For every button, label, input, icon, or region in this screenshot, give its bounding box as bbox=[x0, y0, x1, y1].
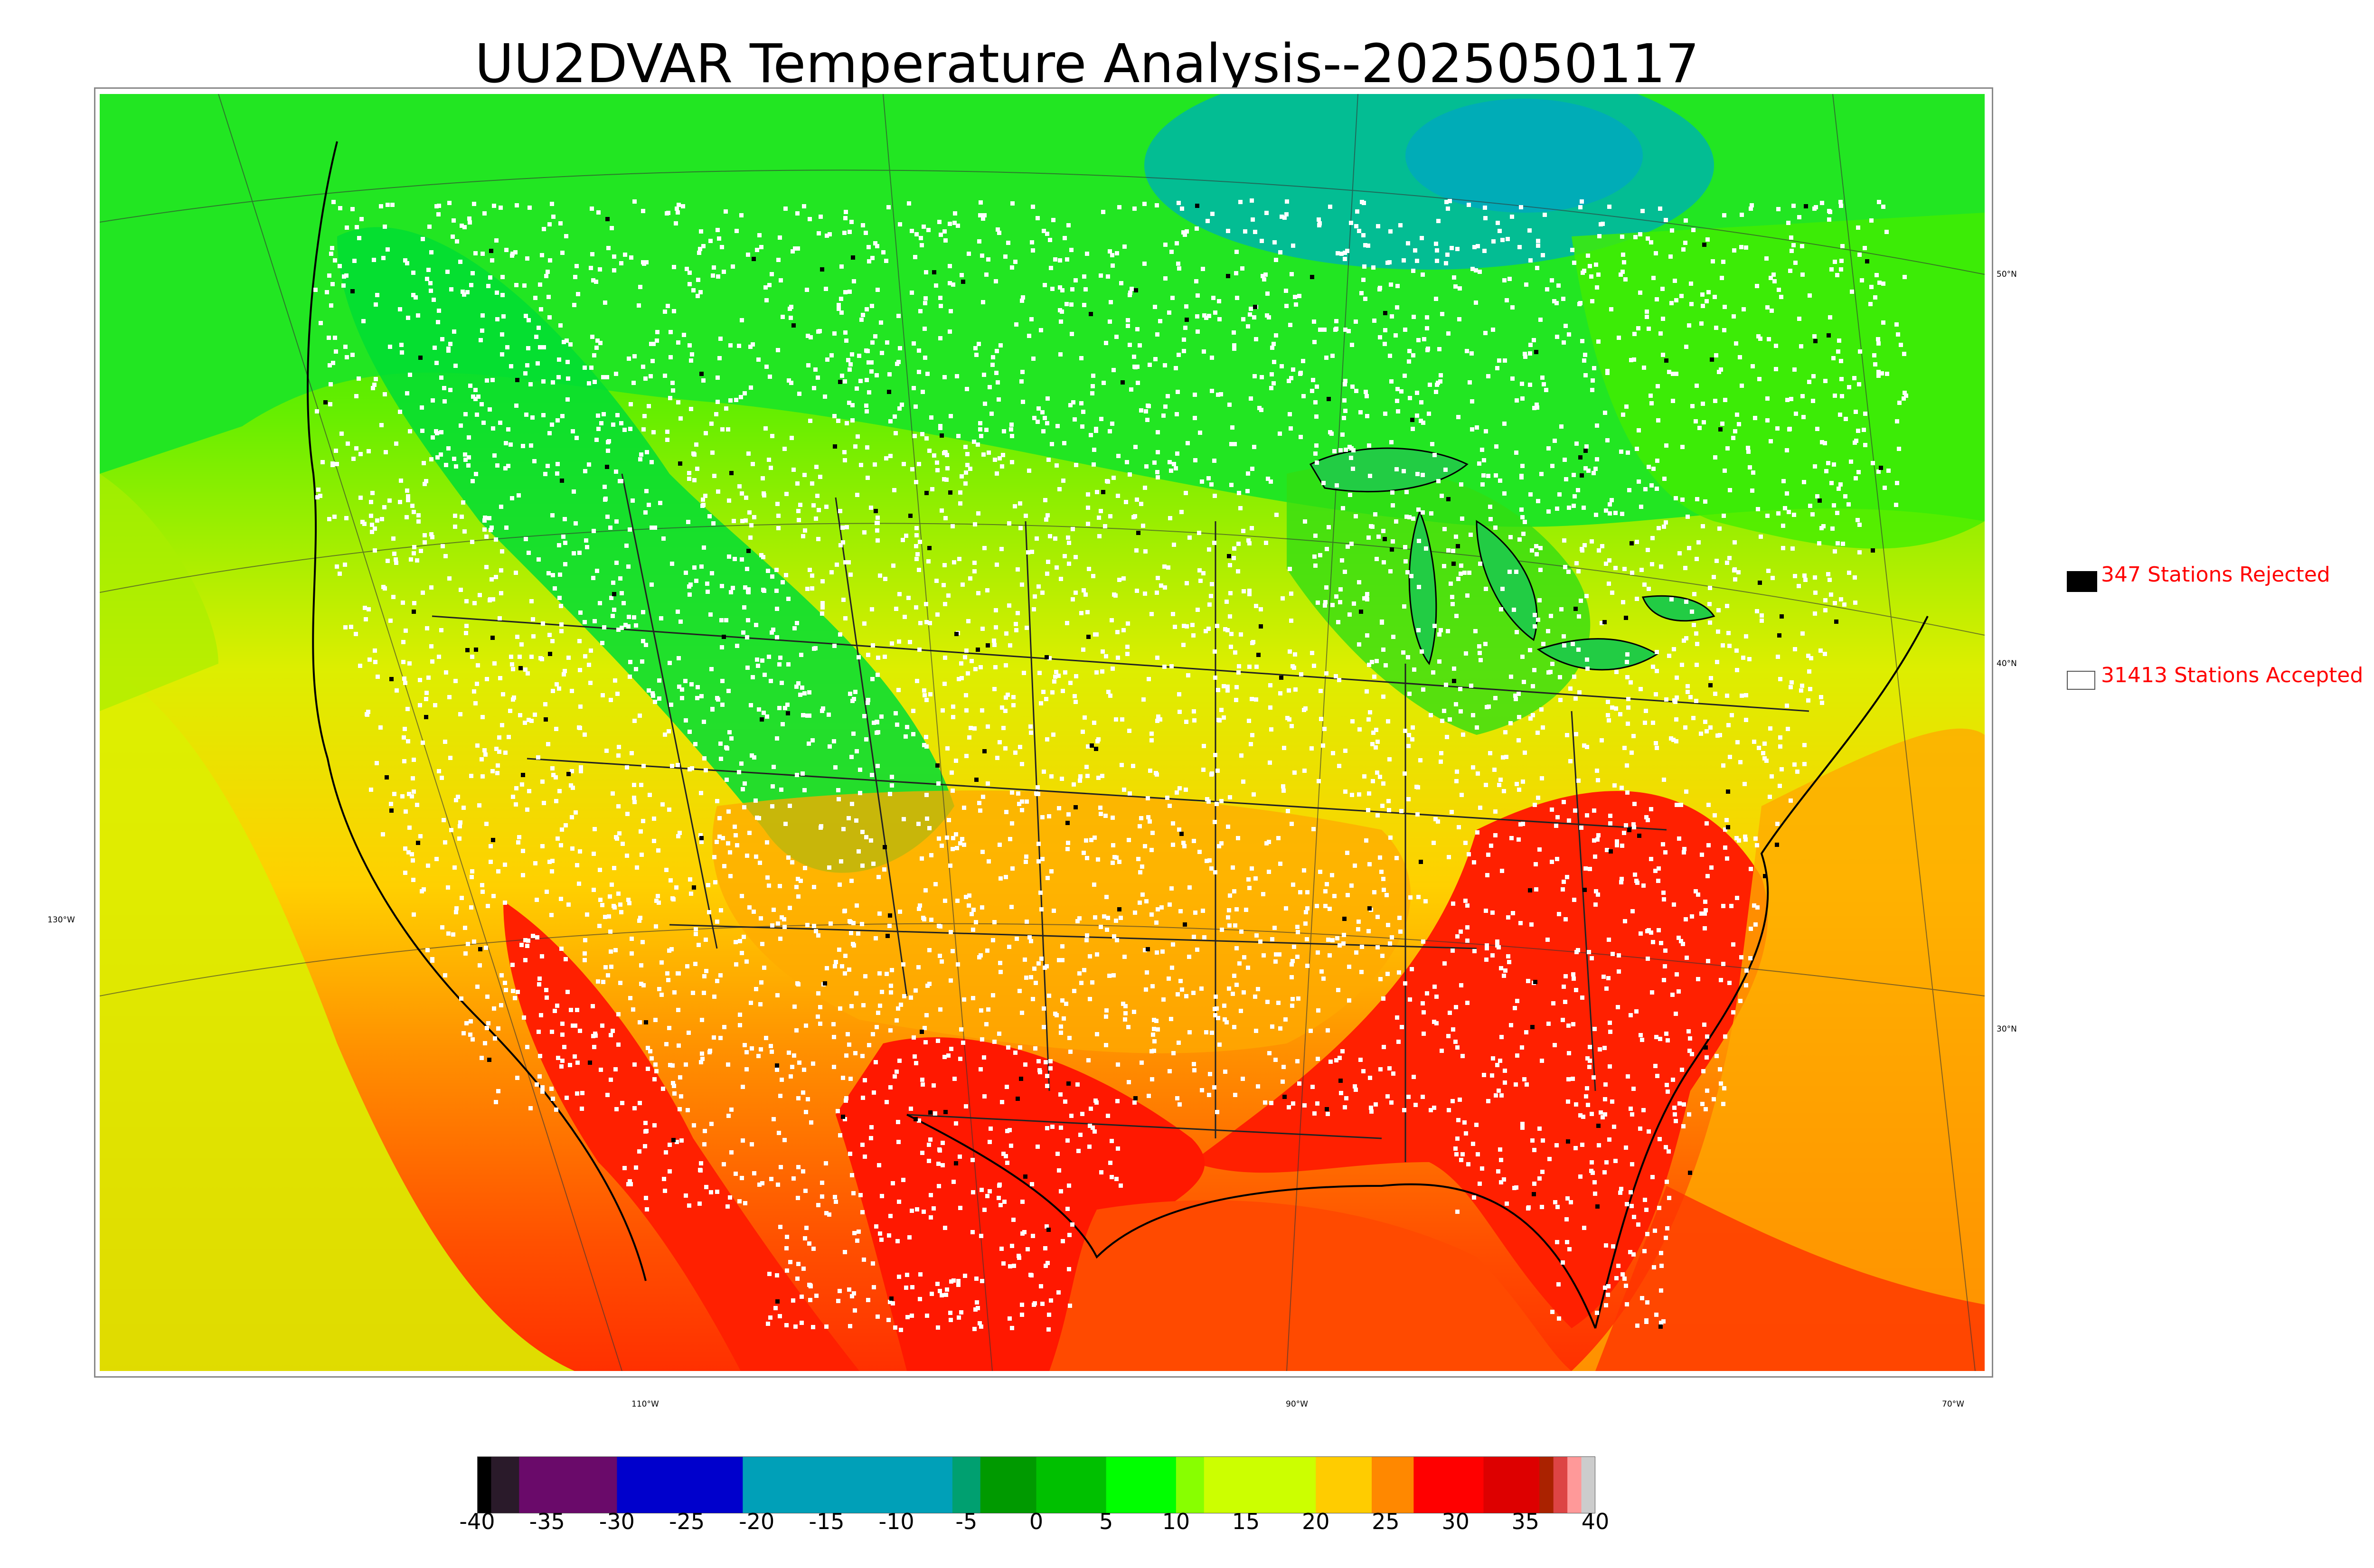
colorbar-segment bbox=[1204, 1456, 1316, 1513]
colorbar-tick-label: 15 bbox=[1232, 1509, 1260, 1534]
great-lakes-region bbox=[1287, 465, 1591, 735]
colorbar-segment bbox=[617, 1456, 743, 1513]
state-boundaries bbox=[432, 473, 1809, 1162]
colorbar-tick-label: -15 bbox=[809, 1509, 845, 1534]
colorbar-tick-label: 30 bbox=[1441, 1509, 1470, 1534]
colorbar-tick-label: 5 bbox=[1099, 1509, 1113, 1534]
colorbar-segment bbox=[1176, 1456, 1205, 1513]
temperature-map bbox=[100, 94, 1985, 1371]
colorbar-tick-label: 25 bbox=[1372, 1509, 1400, 1534]
colorbar-segment bbox=[1036, 1456, 1107, 1513]
colorbar-tick-label: -40 bbox=[459, 1509, 495, 1534]
rejected-legend-label: 347 Stations Rejected bbox=[2101, 563, 2330, 587]
colorbar-segment bbox=[1567, 1456, 1582, 1513]
colorbar-tick-label: 20 bbox=[1301, 1509, 1330, 1534]
colorbar-segment bbox=[1372, 1456, 1414, 1513]
rockies-cool-region bbox=[337, 227, 954, 873]
colorbar-segment bbox=[477, 1456, 491, 1513]
accepted-legend-swatch bbox=[2067, 671, 2095, 690]
colorbar-segment bbox=[1539, 1456, 1554, 1513]
gulf-of-mexico bbox=[1049, 1200, 1572, 1371]
colorbar-segment bbox=[1106, 1456, 1177, 1513]
colorbar-segment bbox=[952, 1456, 981, 1513]
colorbar-tick-label: 40 bbox=[1581, 1509, 1610, 1534]
pacific-ocean-warm bbox=[100, 664, 575, 1371]
colorbar-segment bbox=[1581, 1456, 1595, 1513]
rejected-legend-swatch bbox=[2067, 571, 2097, 592]
texas-hot-region bbox=[836, 1037, 1205, 1371]
southwest-hot-region bbox=[503, 901, 859, 1371]
rejected-stations bbox=[323, 204, 1883, 1329]
lon-label-70w: 70°W bbox=[1942, 1399, 1964, 1409]
accepted-stations bbox=[313, 198, 1908, 1332]
atlantic-ocean-warm bbox=[1572, 728, 1985, 1371]
colorbar-segment bbox=[1483, 1456, 1540, 1513]
colorbar-tick-label: -5 bbox=[955, 1509, 978, 1534]
lat-label-40n: 40°N bbox=[1997, 659, 2017, 668]
lon-label-90w: 90°W bbox=[1286, 1399, 1308, 1409]
colorbar-tick-label: -10 bbox=[878, 1509, 914, 1534]
lat-label-30n: 30°N bbox=[1997, 1024, 2017, 1034]
colorbar-tick-label: 10 bbox=[1162, 1509, 1190, 1534]
colorbar-segment bbox=[519, 1456, 617, 1513]
colorbar-segment bbox=[1553, 1456, 1568, 1513]
colorbar-segment bbox=[491, 1456, 519, 1513]
lon-label-110w: 110°W bbox=[631, 1399, 659, 1409]
lon-label-130w: 130°W bbox=[47, 915, 75, 925]
lat-label-50n: 50°N bbox=[1997, 270, 2017, 279]
colorbar-segment bbox=[743, 1456, 953, 1513]
temperature-colorbar bbox=[477, 1456, 1595, 1513]
colorbar-segment bbox=[980, 1456, 1036, 1513]
colorbar-tick-label: 0 bbox=[1029, 1509, 1044, 1534]
colorbar-segment bbox=[1413, 1456, 1484, 1513]
colorbar-tick-label: -25 bbox=[669, 1509, 705, 1534]
colorbar-tick-label: 35 bbox=[1511, 1509, 1540, 1534]
chart-title: UU2DVAR Temperature Analysis--2025050117 bbox=[475, 33, 1699, 95]
accepted-legend-label: 31413 Stations Accepted bbox=[2101, 663, 2364, 687]
colorbar-tick-label: -20 bbox=[739, 1509, 775, 1534]
colorbar-segment bbox=[1316, 1456, 1372, 1513]
colorbar-tick-label: -30 bbox=[599, 1509, 635, 1534]
southeast-hot-region bbox=[1192, 791, 1768, 1328]
colorbar-tick-label: -35 bbox=[529, 1509, 565, 1534]
graticule-lines bbox=[100, 94, 1985, 1371]
